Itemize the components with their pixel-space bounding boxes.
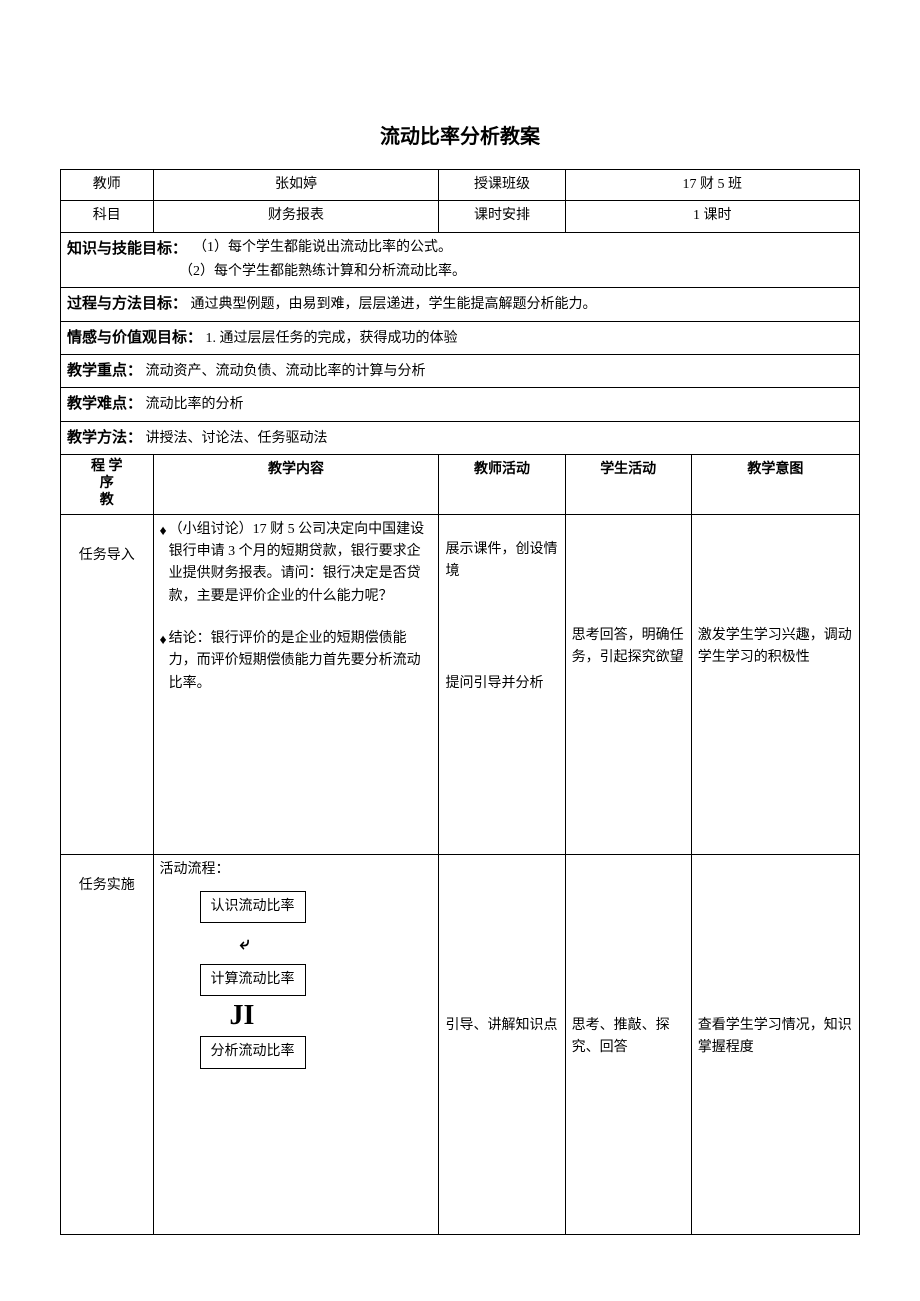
difficulty-row: 教学难点： 流动比率的分析 bbox=[61, 388, 860, 421]
focus-row: 教学重点： 流动资产、流动负债、流动比率的计算与分析 bbox=[61, 354, 860, 387]
goal-emotion-label: 情感与价值观目标： bbox=[67, 330, 202, 346]
arrow-icon: ⤶ bbox=[240, 929, 250, 958]
hdr-content: 教学内容 bbox=[153, 455, 439, 514]
meta-subject-label: 科目 bbox=[61, 201, 154, 232]
goal-process-label: 过程与方法目标： bbox=[67, 296, 187, 312]
import-p2: 结论：银行评价的是企业的短期偿债能力，而评价短期偿债能力首先要分析流动比率。 bbox=[169, 628, 433, 695]
teacher-import-a: 展示课件，创设情境 bbox=[445, 539, 558, 584]
goal-knowledge-a: （1）每个学生都能说出流动比率的公式。 bbox=[193, 237, 452, 261]
goal-process-row: 过程与方法目标： 通过典型例题，由易到难，层层递进，学生能提高解题分析能力。 bbox=[61, 288, 860, 321]
focus-text: 流动资产、流动负债、流动比率的计算与分析 bbox=[146, 364, 426, 379]
difficulty-text: 流动比率的分析 bbox=[146, 397, 244, 412]
flow-box-1: 认识流动比率 bbox=[200, 891, 306, 923]
meta-class-label: 授课班级 bbox=[439, 170, 565, 201]
flow-title: 活动流程： bbox=[160, 859, 433, 881]
content-implement: 活动流程： 认识流动比率 ⤶ 计算流动比率 JI 分析流动比率 bbox=[153, 854, 439, 1234]
bullet-icon: ♦ bbox=[160, 628, 167, 695]
teacher-import-b: 提问引导并分析 bbox=[445, 673, 558, 695]
method-label: 教学方法： bbox=[67, 430, 142, 446]
focus-label: 教学重点： bbox=[67, 363, 142, 379]
teacher-import: 展示课件，创设情境 提问引导并分析 bbox=[439, 514, 565, 854]
task-import-row: 任务导入 ♦ （小组讨论）17 财 5 公司决定向中国建设银行申请 3 个月的短… bbox=[61, 514, 860, 854]
import-p1: （小组讨论）17 财 5 公司决定向中国建设银行申请 3 个月的短期贷款，银行要… bbox=[169, 519, 433, 609]
goal-process-text: 通过典型例题，由易到难，层层递进，学生能提高解题分析能力。 bbox=[191, 297, 597, 312]
meta-teacher-label: 教师 bbox=[61, 170, 154, 201]
goal-knowledge-b: （2）每个学生都能熟练计算和分析流动比率。 bbox=[179, 261, 853, 283]
stage-import: 任务导入 bbox=[61, 514, 154, 854]
goal-knowledge-label: 知识与技能目标： bbox=[67, 237, 187, 261]
student-implement: 思考、推敲、探究、回答 bbox=[565, 854, 691, 1234]
meta-class-value: 17 财 5 班 bbox=[565, 170, 859, 201]
meta-hours-label: 课时安排 bbox=[439, 201, 565, 232]
teacher-implement: 引导、讲解知识点 bbox=[439, 854, 565, 1234]
hdr-student: 学生活动 bbox=[565, 455, 691, 514]
content-import: ♦ （小组讨论）17 财 5 公司决定向中国建设银行申请 3 个月的短期贷款，银… bbox=[153, 514, 439, 854]
stage-implement: 任务实施 bbox=[61, 854, 154, 1234]
task-implement-row: 任务实施 活动流程： 认识流动比率 ⤶ 计算流动比率 JI 分析流动比率 引导、… bbox=[61, 854, 860, 1234]
lesson-plan-table: 教师 张如婷 授课班级 17 财 5 班 科目 财务报表 课时安排 1 课时 知… bbox=[60, 169, 860, 1235]
flow-box-3: 分析流动比率 bbox=[200, 1036, 306, 1068]
meta-subject-value: 财务报表 bbox=[153, 201, 439, 232]
student-import: 思考回答，明确任务，引起探究欲望 bbox=[565, 514, 691, 854]
goal-knowledge-row: 知识与技能目标： （1）每个学生都能说出流动比率的公式。 （2）每个学生都能熟练… bbox=[61, 232, 860, 287]
bullet-icon: ♦ bbox=[160, 519, 167, 609]
goal-emotion-text: 1. 通过层层任务的完成，获得成功的体验 bbox=[206, 331, 458, 346]
hdr-stage: 程 学 序 教 bbox=[61, 455, 154, 514]
meta-row-1: 教师 张如婷 授课班级 17 财 5 班 bbox=[61, 170, 860, 201]
flow-box-2: 计算流动比率 bbox=[200, 964, 306, 996]
page-title: 流动比率分析教案 bbox=[60, 120, 860, 149]
method-text: 讲授法、讨论法、任务驱动法 bbox=[146, 431, 328, 446]
intent-implement: 查看学生学习情况，知识掌握程度 bbox=[691, 854, 859, 1234]
body-header-row: 程 学 序 教 教学内容 教师活动 学生活动 教学意图 bbox=[61, 455, 860, 514]
method-row: 教学方法： 讲授法、讨论法、任务驱动法 bbox=[61, 421, 860, 454]
flowchart: 认识流动比率 ⤶ 计算流动比率 JI 分析流动比率 bbox=[200, 891, 433, 1069]
hdr-intent: 教学意图 bbox=[691, 455, 859, 514]
intent-import: 激发学生学习兴趣，调动学生学习的积极性 bbox=[691, 514, 859, 854]
meta-row-2: 科目 财务报表 课时安排 1 课时 bbox=[61, 201, 860, 232]
arrow-icon: JI bbox=[230, 1002, 255, 1030]
meta-hours-value: 1 课时 bbox=[565, 201, 859, 232]
meta-teacher-value: 张如婷 bbox=[153, 170, 439, 201]
goal-emotion-row: 情感与价值观目标： 1. 通过层层任务的完成，获得成功的体验 bbox=[61, 321, 860, 354]
hdr-teacher: 教师活动 bbox=[439, 455, 565, 514]
difficulty-label: 教学难点： bbox=[67, 396, 142, 412]
